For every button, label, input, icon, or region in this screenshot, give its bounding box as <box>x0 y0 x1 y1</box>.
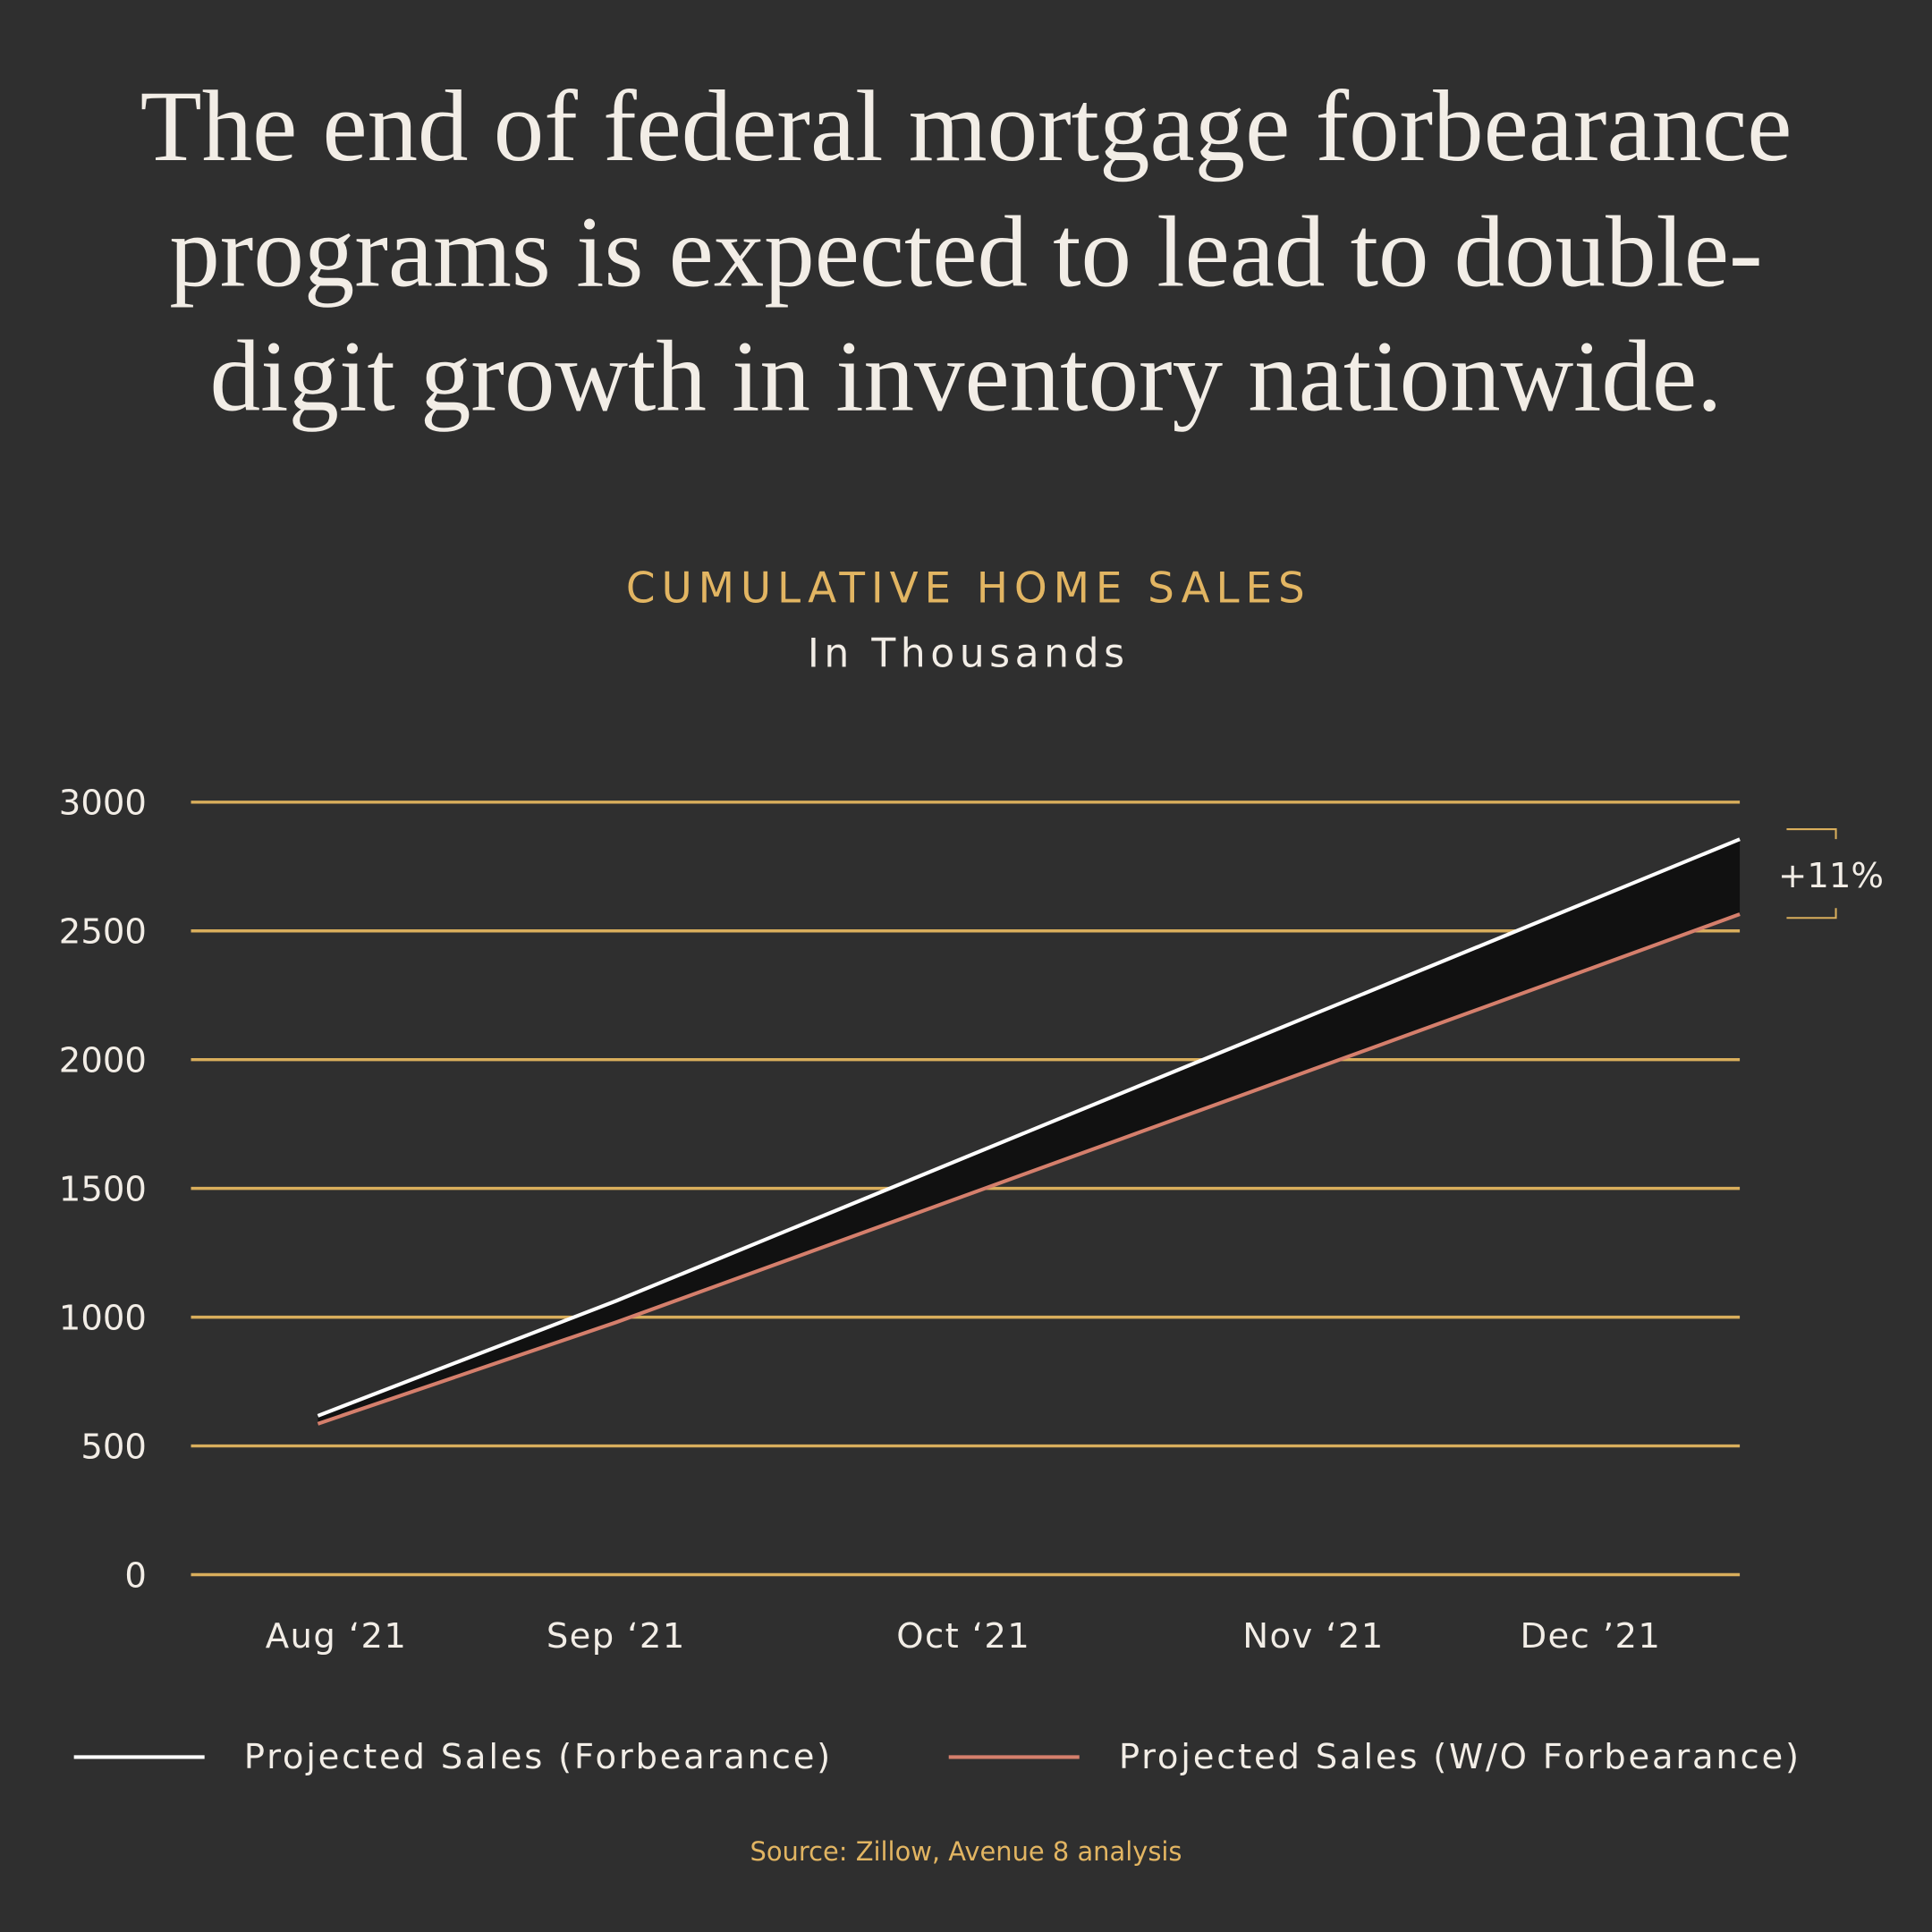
legend-label: Projected Sales (W/O Forbearance) <box>1119 1737 1801 1777</box>
x-tick-label: Oct ‘21 <box>896 1616 1030 1657</box>
y-tick-label: 1000 <box>59 1298 147 1338</box>
legend-label: Projected Sales (Forbearance) <box>244 1737 833 1777</box>
series-line <box>317 837 1741 1418</box>
x-tick-label: Nov ‘21 <box>1242 1616 1385 1657</box>
chart-subtitle: In Thousands <box>808 631 1130 676</box>
headline: digit growth in inventory nationwide. <box>210 321 1723 433</box>
y-tick-label: 2000 <box>59 1040 147 1080</box>
x-tick-label: Sep ‘21 <box>547 1616 686 1657</box>
y-tick-label: 0 <box>124 1555 147 1596</box>
series-line <box>317 912 1741 1426</box>
source: Source: Zillow, Avenue 8 analysis <box>750 1836 1182 1867</box>
y-tick-label: 500 <box>80 1427 147 1467</box>
y-tick-label: 2500 <box>59 912 147 953</box>
y-tick-label: 1500 <box>59 1169 147 1209</box>
annotation-bracket <box>1786 828 1837 919</box>
annotation: +11% <box>1778 856 1884 896</box>
headline: The end of federal mortgage forbearance <box>140 71 1792 182</box>
chart-title: CUMULATIVE HOME SALES <box>626 565 1311 614</box>
x-tick-label: Aug ‘21 <box>266 1616 408 1657</box>
headline: programs is expected to lead to double- <box>169 197 1762 309</box>
y-tick-label: 3000 <box>59 784 147 824</box>
x-tick-label: Dec ’21 <box>1520 1616 1661 1657</box>
